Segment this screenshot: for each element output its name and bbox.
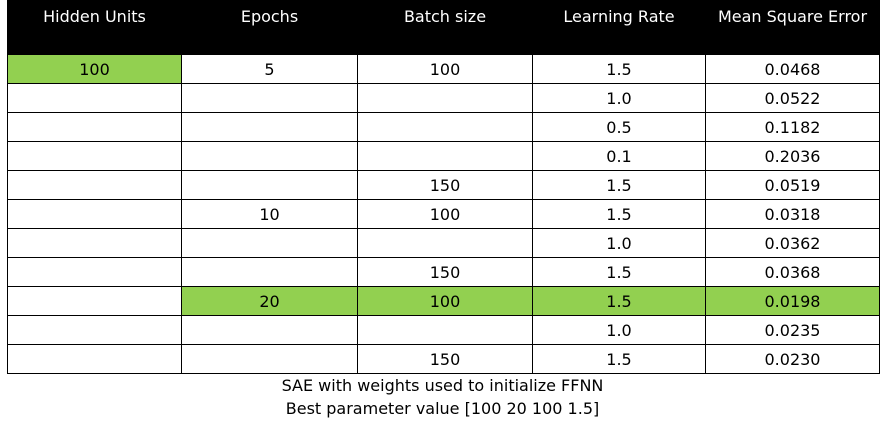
cell-epochs: 5: [181, 54, 358, 84]
cell-batch-size: 100: [357, 199, 533, 229]
table-row: 1.0 0.0235: [7, 315, 880, 345]
header-batch-size: Batch size: [357, 0, 533, 55]
table-row: 150 1.5 0.0368: [7, 257, 880, 287]
cell-learning-rate: 1.5: [532, 344, 706, 374]
header-epochs: Epochs: [181, 0, 358, 55]
cell-mean-square-error: 0.1182: [705, 112, 880, 142]
cell-epochs: [181, 83, 358, 113]
table-row: 1.0 0.0522: [7, 83, 880, 113]
cell-batch-size: 150: [357, 170, 533, 200]
cell-hidden-units: 100: [7, 54, 182, 84]
cell-hidden-units: [7, 112, 182, 142]
cell-hidden-units: [7, 170, 182, 200]
table-row: 20 100 1.5 0.0198: [7, 286, 880, 316]
cell-mean-square-error: 0.0522: [705, 83, 880, 113]
cell-hidden-units: [7, 344, 182, 374]
cell-hidden-units: [7, 286, 182, 316]
cell-mean-square-error: 0.0198: [705, 286, 880, 316]
table-row: 1.0 0.0362: [7, 228, 880, 258]
table-row: 10 100 1.5 0.0318: [7, 199, 880, 229]
header-mean-square-error: Mean Square Error: [705, 0, 880, 55]
cell-mean-square-error: 0.0362: [705, 228, 880, 258]
cell-batch-size: 100: [357, 286, 533, 316]
cell-batch-size: [357, 83, 533, 113]
results-table: Hidden Units Epochs Batch size Learning …: [7, 0, 880, 374]
cell-mean-square-error: 0.0519: [705, 170, 880, 200]
cell-learning-rate: 1.0: [532, 315, 706, 345]
table-row: 150 1.5 0.0230: [7, 344, 880, 374]
cell-batch-size: 100: [357, 54, 533, 84]
cell-learning-rate: 1.5: [532, 54, 706, 84]
cell-epochs: [181, 112, 358, 142]
cell-learning-rate: 1.0: [532, 228, 706, 258]
cell-epochs: [181, 257, 358, 287]
cell-batch-size: [357, 315, 533, 345]
cell-mean-square-error: 0.0468: [705, 54, 880, 84]
cell-mean-square-error: 0.2036: [705, 141, 880, 171]
cell-epochs: [181, 141, 358, 171]
results-table-container: Hidden Units Epochs Batch size Learning …: [7, 0, 880, 374]
cell-learning-rate: 1.5: [532, 170, 706, 200]
cell-learning-rate: 0.5: [532, 112, 706, 142]
cell-mean-square-error: 0.0368: [705, 257, 880, 287]
cell-batch-size: 150: [357, 257, 533, 287]
cell-epochs: 20: [181, 286, 358, 316]
cell-batch-size: [357, 141, 533, 171]
header-row: Hidden Units Epochs Batch size Learning …: [7, 0, 880, 55]
header-learning-rate: Learning Rate: [532, 0, 706, 55]
header-hidden-units: Hidden Units: [7, 0, 182, 55]
cell-hidden-units: [7, 83, 182, 113]
cell-epochs: [181, 344, 358, 374]
cell-batch-size: [357, 228, 533, 258]
cell-learning-rate: 0.1: [532, 141, 706, 171]
table-row: 100 5 100 1.5 0.0468: [7, 54, 880, 84]
cell-epochs: [181, 228, 358, 258]
table-row: 0.1 0.2036: [7, 141, 880, 171]
cell-batch-size: [357, 112, 533, 142]
cell-epochs: [181, 315, 358, 345]
cell-mean-square-error: 0.0230: [705, 344, 880, 374]
table-header: Hidden Units Epochs Batch size Learning …: [7, 0, 880, 55]
cell-hidden-units: [7, 315, 182, 345]
cell-mean-square-error: 0.0235: [705, 315, 880, 345]
cell-hidden-units: [7, 199, 182, 229]
table-row: 0.5 0.1182: [7, 112, 880, 142]
cell-epochs: [181, 170, 358, 200]
cell-hidden-units: [7, 228, 182, 258]
cell-learning-rate: 1.5: [532, 286, 706, 316]
cell-learning-rate: 1.5: [532, 257, 706, 287]
cell-mean-square-error: 0.0318: [705, 199, 880, 229]
caption-line-2: Best parameter value [100 20 100 1.5]: [285, 399, 600, 418]
caption-line-1: SAE with weights used to initialize FFNN: [281, 376, 604, 395]
cell-epochs: 10: [181, 199, 358, 229]
cell-hidden-units: [7, 141, 182, 171]
table-body: 100 5 100 1.5 0.0468 1.0 0.0522 0.5 0.1182 0.1 0.2…: [7, 54, 880, 374]
table-row: 150 1.5 0.0519: [7, 170, 880, 200]
cell-learning-rate: 1.5: [532, 199, 706, 229]
cell-hidden-units: [7, 257, 182, 287]
cell-batch-size: 150: [357, 344, 533, 374]
cell-learning-rate: 1.0: [532, 83, 706, 113]
